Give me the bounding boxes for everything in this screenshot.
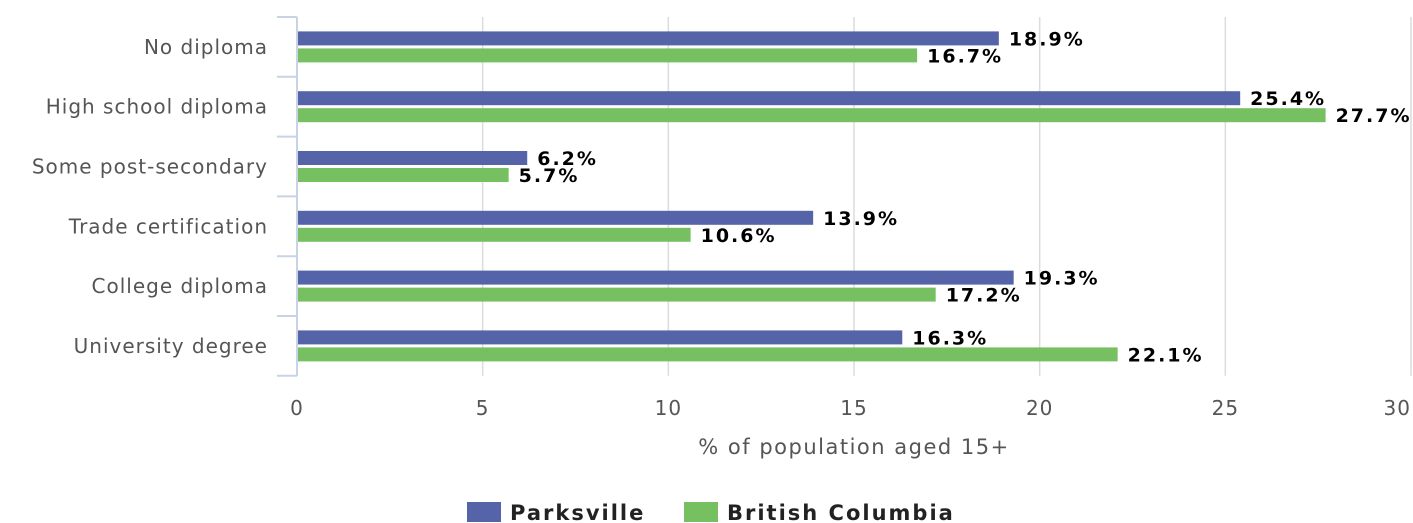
bar xyxy=(298,168,509,182)
category-label: High school diploma xyxy=(46,95,268,119)
data-label: 17.2% xyxy=(946,285,1022,307)
bar xyxy=(298,31,999,46)
x-tick-label: 25 xyxy=(1212,396,1239,420)
bar xyxy=(298,210,814,225)
legend: Parksville British Columbia xyxy=(467,501,955,523)
data-label: 22.1% xyxy=(1128,344,1204,366)
data-label: 16.3% xyxy=(912,327,988,349)
x-tick-label: 30 xyxy=(1384,396,1411,420)
x-tick-label: 15 xyxy=(840,396,867,420)
grid-lines xyxy=(481,17,1412,376)
data-label: 19.3% xyxy=(1024,268,1100,290)
category-labels: No diploma High school diploma Some post-s… xyxy=(32,35,268,358)
category-label: University degree xyxy=(74,334,268,358)
bar xyxy=(298,108,1326,123)
bars-group: 18.9% 16.7% 25.4% 27.7% 6.2%5.7% 13.9% 10.6% 19… xyxy=(298,28,1412,366)
legend-swatch xyxy=(467,502,501,522)
data-label: 6.2% xyxy=(537,148,598,170)
bar xyxy=(298,151,528,165)
category-label: Some post-secondary xyxy=(32,155,268,179)
bar xyxy=(298,287,936,302)
data-label: 10.6% xyxy=(701,225,777,247)
category-axis xyxy=(277,16,298,377)
data-label: 18.9% xyxy=(1009,28,1085,50)
legend-label: Parksville xyxy=(510,501,645,523)
category-label: College diploma xyxy=(92,274,268,298)
bar xyxy=(298,91,1241,106)
data-label: 16.7% xyxy=(927,45,1003,67)
bar xyxy=(298,227,691,242)
legend-label: British Columbia xyxy=(727,501,955,523)
x-tick-label: 5 xyxy=(476,396,490,420)
bar xyxy=(298,270,1014,285)
data-label: 27.7% xyxy=(1336,105,1412,127)
bar xyxy=(298,347,1118,362)
category-label: No diploma xyxy=(144,35,268,59)
category-label: Trade certification xyxy=(68,214,268,238)
data-label: 5.7% xyxy=(519,165,580,187)
bar xyxy=(298,48,918,63)
x-tick-label: 20 xyxy=(1026,396,1053,420)
x-tick-labels: 0 5 10 15 20 25 30 xyxy=(290,396,1411,420)
bar xyxy=(298,330,903,345)
x-axis-title: % of population aged 15+ xyxy=(698,435,1009,459)
data-label: 25.4% xyxy=(1250,88,1326,110)
data-label: 13.9% xyxy=(823,208,899,230)
legend-swatch xyxy=(684,502,718,522)
x-tick-label: 0 xyxy=(290,396,304,420)
x-tick-label: 10 xyxy=(655,396,682,420)
